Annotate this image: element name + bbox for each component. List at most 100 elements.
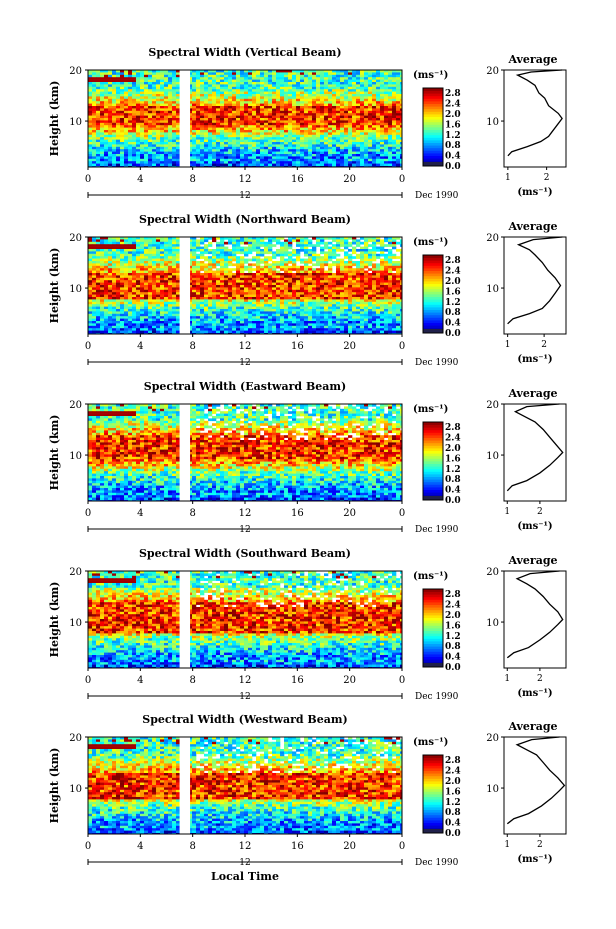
heatmap-cell	[104, 146, 109, 150]
heatmap-cell	[144, 265, 149, 269]
heatmap-cell	[264, 98, 269, 102]
heatmap-cell	[160, 144, 165, 148]
heatmap-cell	[216, 103, 221, 107]
heatmap-cell	[392, 239, 397, 243]
heatmap-cell	[272, 156, 277, 160]
heatmap-cell	[272, 253, 277, 257]
heatmap-cell	[92, 137, 97, 140]
heatmap-cell	[96, 151, 101, 155]
heatmap-cell	[248, 118, 253, 121]
heatmap-cell	[368, 115, 373, 119]
heatmap-cell	[96, 74, 101, 78]
heatmap-cell	[308, 120, 313, 124]
heatmap-cell	[164, 144, 169, 148]
heatmap-cell	[92, 156, 97, 160]
heatmap-cell	[308, 130, 313, 133]
heatmap-cell	[232, 277, 237, 281]
heatmap-cell	[272, 127, 277, 131]
heatmap-cell	[192, 239, 197, 243]
heatmap-cell	[380, 253, 385, 257]
heatmap-cell	[224, 122, 229, 126]
heatmap-cell	[308, 146, 313, 150]
heatmap-cell	[384, 101, 389, 104]
heatmap-cell	[364, 89, 369, 92]
heatmap-cell	[144, 101, 149, 104]
heatmap-cell	[216, 82, 221, 85]
heatmap-cell	[296, 91, 301, 95]
heatmap-cell	[116, 89, 121, 92]
heatmap-cell	[252, 96, 257, 100]
heatmap-cell	[392, 127, 397, 131]
heatmap-cell	[160, 89, 165, 92]
heatmap-cell	[316, 268, 321, 271]
heatmap-cell	[352, 70, 357, 73]
heatmap-cell	[344, 268, 349, 271]
heatmap-cell	[244, 246, 249, 250]
heatmap-cell	[396, 94, 401, 97]
heatmap-cell	[224, 82, 229, 85]
heatmap-cell	[196, 130, 201, 133]
heatmap-cell	[312, 113, 317, 116]
heatmap-cell	[312, 161, 317, 164]
heatmap-cell	[212, 70, 217, 73]
heatmap-cell	[400, 115, 403, 119]
heatmap-cell	[148, 287, 153, 291]
heatmap-cell	[116, 77, 121, 80]
heatmap-cell	[328, 158, 333, 162]
heatmap-cell	[292, 249, 297, 252]
heatmap-cell	[324, 130, 329, 133]
heatmap-cell	[172, 253, 177, 257]
heatmap-cell	[204, 96, 209, 100]
heatmap-cell	[116, 86, 121, 90]
heatmap-cell	[308, 289, 313, 293]
heatmap-cell	[304, 158, 309, 162]
heatmap-cell	[224, 139, 229, 143]
heatmap-cell	[224, 86, 229, 90]
heatmap-cell	[220, 289, 225, 293]
heatmap-cell	[200, 91, 205, 95]
heatmap-cell	[392, 70, 397, 73]
heatmap-cell	[300, 84, 305, 88]
heatmap-cell	[132, 273, 137, 276]
heatmap-cell	[208, 261, 213, 264]
heatmap-cell	[280, 241, 285, 245]
heatmap-cell	[260, 277, 265, 281]
heatmap-cell	[164, 261, 169, 264]
heatmap-cell	[192, 72, 197, 76]
heatmap-cell	[152, 70, 157, 73]
heatmap-cell	[204, 277, 209, 281]
heatmap-cell	[296, 251, 301, 255]
heatmap-cell	[228, 237, 233, 240]
heatmap-cell	[280, 156, 285, 160]
heatmap-cell	[260, 161, 265, 164]
heatmap-cell	[232, 98, 237, 102]
heatmap-cell	[392, 273, 397, 276]
heatmap-cell	[88, 146, 93, 150]
heatmap-cell	[360, 156, 365, 160]
heatmap-cell	[276, 261, 281, 264]
heatmap-cell	[124, 96, 129, 100]
heatmap-cell	[208, 154, 213, 157]
heatmap-cell	[392, 110, 397, 114]
heatmap-cell	[112, 265, 117, 269]
heatmap-cell	[388, 94, 393, 97]
heatmap-cell	[352, 74, 357, 78]
heatmap-cell	[372, 144, 377, 148]
heatmap-cell	[240, 261, 245, 264]
heatmap-cell	[220, 154, 225, 157]
heatmap-cell	[312, 273, 317, 276]
heatmap-cell	[216, 130, 221, 133]
heatmap-cell	[356, 101, 361, 104]
heatmap-cell	[320, 96, 325, 100]
heatmap-cell	[324, 244, 329, 247]
heatmap-cell	[236, 115, 241, 119]
heatmap-cell	[292, 263, 297, 267]
heatmap-cell	[244, 280, 249, 283]
heatmap-cell	[284, 249, 289, 252]
heatmap-cell	[288, 287, 293, 291]
heatmap-cell	[220, 156, 225, 160]
heatmap-cell	[264, 103, 269, 107]
heatmap-cell	[300, 287, 305, 291]
heatmap-cell	[308, 96, 313, 100]
heatmap-cell	[136, 84, 141, 88]
